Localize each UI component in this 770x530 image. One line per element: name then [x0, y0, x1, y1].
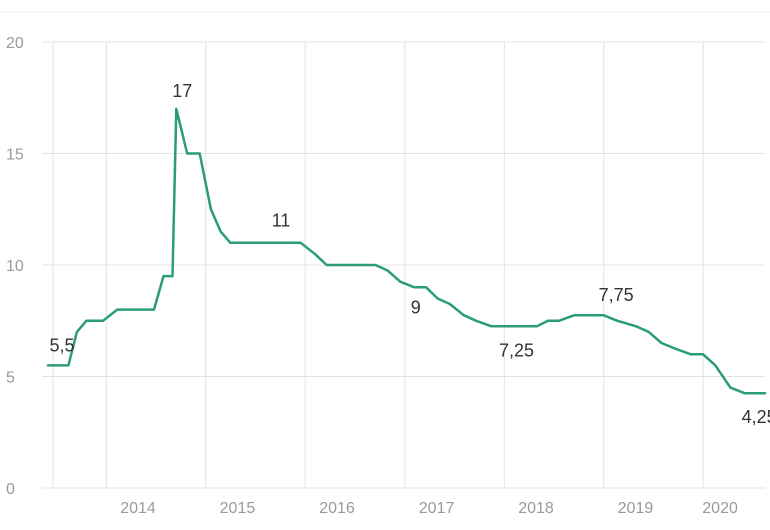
- x-tick-label: 2019: [618, 500, 654, 517]
- y-tick-label: 0: [6, 481, 15, 498]
- series-layer: [46, 107, 767, 395]
- data-labels: 5,5 17 11 9 7,25 7,75 4,25: [49, 81, 770, 427]
- data-label: 9: [411, 297, 421, 317]
- data-label: 4,25: [742, 407, 770, 427]
- x-tick-label: 2015: [220, 500, 256, 517]
- x-tick-label: 2014: [120, 500, 156, 517]
- data-label: 17: [172, 81, 192, 101]
- data-label: 7,75: [599, 285, 634, 305]
- series-line: [46, 107, 767, 395]
- y-axis-ticks: 0 5 10 15 20: [6, 35, 24, 498]
- x-axis-ticks: 2014 2015 2016 2017 2018 2019 2020: [120, 500, 738, 517]
- gridlines: [42, 41, 765, 489]
- y-tick-label: 15: [6, 147, 24, 164]
- x-tick-label: 2016: [319, 500, 355, 517]
- y-tick-label: 5: [6, 370, 15, 387]
- y-tick-label: 10: [6, 258, 24, 275]
- data-label: 7,25: [499, 340, 534, 360]
- x-tick-label: 2017: [419, 500, 455, 517]
- y-tick-label: 20: [6, 35, 24, 52]
- data-label: 5,5: [49, 335, 74, 355]
- x-tick-label: 2020: [702, 500, 738, 517]
- data-label: 11: [272, 211, 291, 231]
- x-tick-label: 2018: [518, 500, 554, 517]
